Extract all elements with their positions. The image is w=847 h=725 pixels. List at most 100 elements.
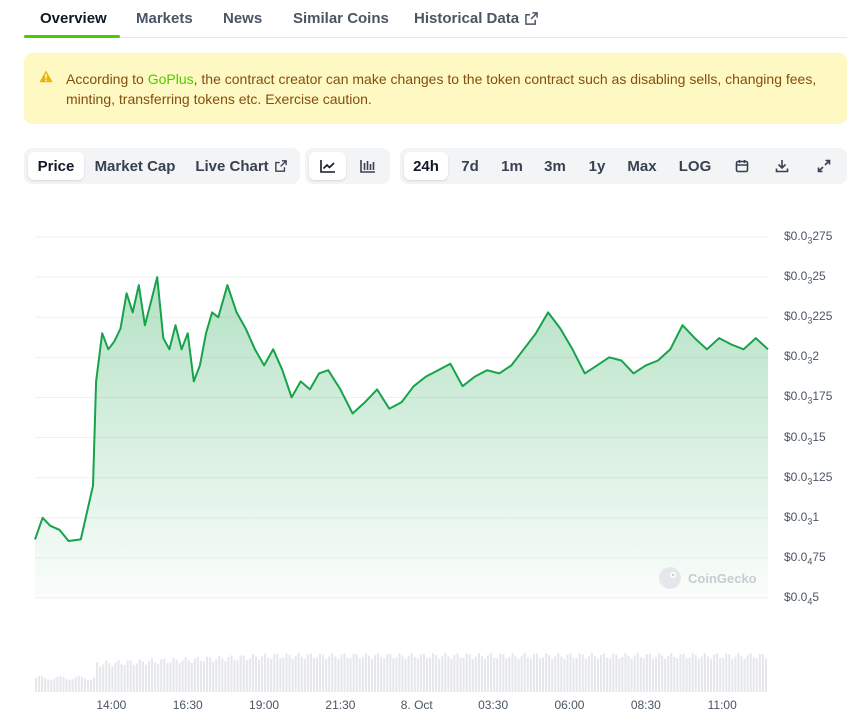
volume-bar <box>734 656 737 692</box>
y-tick-subscript: 3 <box>807 315 813 326</box>
tab-overview[interactable]: Overview <box>40 10 107 27</box>
volume-bar <box>587 656 590 692</box>
y-tick-digits: 25 <box>812 269 826 284</box>
x-tick-label: 03:30 <box>478 698 509 712</box>
volume-bar <box>346 657 349 692</box>
range-3m-button[interactable]: 3m <box>544 157 566 175</box>
range-max-button[interactable]: Max <box>627 157 657 175</box>
volume-bar <box>245 659 248 692</box>
volume-bar <box>47 679 50 692</box>
volume-bar <box>169 662 172 692</box>
volume-bar <box>236 660 239 692</box>
y-tick-subscript: 4 <box>807 596 813 607</box>
volume-bar <box>505 658 508 692</box>
volume-bar <box>129 660 132 692</box>
y-tick-prefix: $0.0 <box>784 590 808 604</box>
volume-bar <box>450 658 453 692</box>
ohlc-chart-button[interactable] <box>349 152 386 180</box>
volume-bar <box>322 654 325 692</box>
price-area-fill <box>35 277 768 598</box>
volume-bar <box>603 653 606 692</box>
volume-bar <box>135 663 138 692</box>
volume-bar <box>615 654 618 692</box>
tab-markets[interactable]: Markets <box>136 10 193 27</box>
y-tick-digits: 125 <box>812 469 833 484</box>
volume-bar <box>596 658 600 692</box>
volume-bar <box>749 653 752 692</box>
volume-bar <box>462 658 465 692</box>
volume-bar <box>233 659 236 692</box>
live-chart-button[interactable]: Live Chart <box>188 152 294 180</box>
warning-icon <box>39 70 53 83</box>
volume-bar <box>645 654 648 692</box>
volume-bar <box>352 653 355 692</box>
volume-bar <box>89 679 93 692</box>
volume-bar <box>199 661 202 692</box>
price-line <box>34 276 769 542</box>
volume-bar <box>257 659 261 692</box>
volume-bar <box>444 653 447 692</box>
log-scale-button[interactable]: LOG <box>678 157 712 175</box>
tab-similar-coins[interactable]: Similar Coins <box>293 10 389 27</box>
volume-bar <box>267 657 270 692</box>
live-chart-label: Live Chart <box>195 157 269 175</box>
volume-bar <box>144 664 148 692</box>
y-tick-subscript: 3 <box>807 355 813 366</box>
volume-bar <box>661 655 664 692</box>
x-tick-label: 06:00 <box>554 698 585 712</box>
range-7d-button[interactable]: 7d <box>461 157 479 175</box>
volume-bar <box>541 657 545 692</box>
y-tick-prefix: $0.0 <box>784 469 808 484</box>
download-button[interactable] <box>766 152 798 180</box>
volume-bar <box>694 654 697 692</box>
volume-bar <box>123 665 126 692</box>
y-tick-digits: 1 <box>812 509 820 524</box>
volume-bar <box>441 656 444 692</box>
volume-bar <box>215 659 218 692</box>
volume-bar <box>642 658 645 692</box>
volume-bar <box>364 653 367 692</box>
goplus-link[interactable]: GoPlus <box>147 71 194 87</box>
volume-bar <box>511 653 514 692</box>
volume-bar <box>422 653 425 692</box>
volume-bar <box>496 658 499 692</box>
y-tick-subscript: 3 <box>807 476 813 487</box>
tab-historical-data[interactable]: Historical Data <box>414 10 538 27</box>
range-1y-button[interactable]: 1y <box>588 157 606 175</box>
volume-bar <box>297 653 300 692</box>
market-cap-button[interactable]: Market Cap <box>94 157 176 175</box>
volume-bar <box>435 654 438 692</box>
volume-bar <box>361 656 364 692</box>
volume-bar <box>163 658 166 692</box>
fullscreen-button[interactable] <box>808 152 840 180</box>
range-1m-button[interactable]: 1m <box>501 157 523 175</box>
volume-bar <box>593 656 596 692</box>
price-button[interactable]: Price <box>28 152 84 180</box>
y-tick-digits: 15 <box>812 429 826 444</box>
y-tick-label: $0.03125 <box>784 470 832 486</box>
calendar-button[interactable] <box>726 152 758 180</box>
volume-bar <box>86 679 89 692</box>
volume-bar <box>83 678 86 692</box>
y-tick-prefix: $0.0 <box>784 429 808 444</box>
volume-bar <box>288 655 291 692</box>
volume-bar <box>62 677 65 692</box>
volume-bar <box>535 653 538 692</box>
volume-bar <box>68 680 71 692</box>
x-tick-label: 8. Oct <box>400 698 433 712</box>
volume-bar <box>120 664 123 692</box>
line-chart-button[interactable] <box>309 152 346 180</box>
volume-bar <box>526 657 529 692</box>
y-tick-prefix: $0.0 <box>784 349 808 364</box>
y-tick-label: $0.03175 <box>784 389 832 405</box>
volume-bar <box>291 658 294 692</box>
warning-prefix: According to <box>66 71 148 87</box>
tab-news[interactable]: News <box>223 10 263 27</box>
volume-bar <box>667 655 670 692</box>
volume-bar <box>319 653 322 692</box>
range-24h-button[interactable]: 24h <box>404 152 448 180</box>
volume-bar <box>93 677 96 692</box>
volume-bar <box>502 654 505 692</box>
volume-bar <box>465 653 468 692</box>
